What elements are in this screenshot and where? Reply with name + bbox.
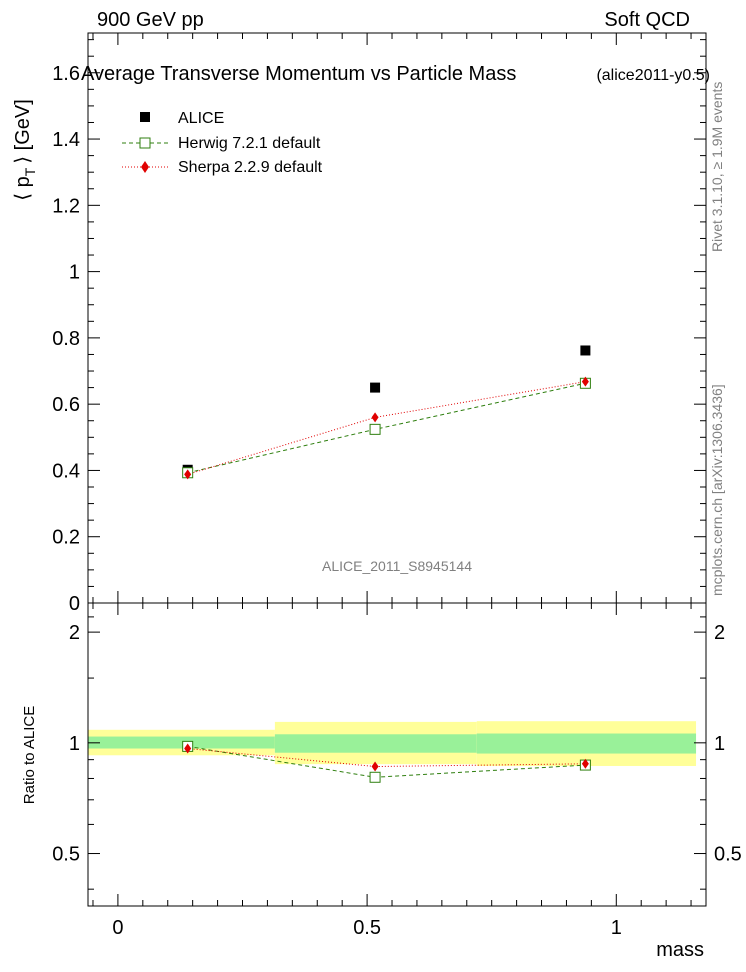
legend-marker-herwig — [139, 137, 151, 149]
ratio-point-s1-2 — [581, 758, 589, 769]
ratio-ytick-label-right: 1 — [714, 733, 725, 755]
ratio-point-s1-1 — [371, 761, 379, 772]
main-ylabel: ⟨ pT ⟩ [GeV] — [12, 99, 38, 201]
ratio-stat-band-0 — [88, 736, 275, 749]
main-ytick-label: 0.6 — [52, 394, 80, 416]
plot-title: Average Transverse Momentum vs Particle … — [81, 63, 516, 85]
rivet-prefix: Rivet 3.1.10, — [709, 173, 725, 252]
legend-marker-sherpa — [141, 161, 149, 173]
legend: ALICE Herwig 7.2.1 default Sherpa 2.2.9 … — [122, 110, 323, 176]
ylabel-rest: ⟩ [GeV] — [12, 99, 34, 164]
main-ytick-label: 1.6 — [52, 63, 80, 85]
ylabel-main: ⟨ p — [12, 176, 34, 200]
main-series-line-1 — [187, 382, 586, 474]
analysis-tag: (alice2011-y0.5) — [596, 67, 710, 84]
header-right: Soft QCD — [604, 9, 690, 31]
main-point-s2-1 — [371, 412, 379, 423]
main-series-line-2 — [187, 381, 586, 475]
ratio-xtick-label: 1 — [611, 917, 622, 939]
main-point-s2-0 — [184, 469, 192, 480]
legend-label-alice: ALICE — [178, 110, 224, 127]
svg-text:Rivet 3.1.10, ≥ 1.: Rivet 3.1.10, ≥ 1.9M events — [709, 82, 725, 252]
main-ytick-label: 0.2 — [52, 527, 80, 549]
main-ytick-label: 1.4 — [52, 129, 80, 151]
svg-text:⟨ pT⟩ [GeV]: ⟨ pT ⟩ [GeV] — [12, 99, 38, 201]
main-point-s2-2 — [581, 376, 589, 387]
main-ytick-label: 0 — [69, 593, 80, 615]
main-panel: 0 0.2 0.4 0.6 0.8 1 1.2 1.4 1.6 Average Transver… — [12, 32, 710, 615]
ratio-ylabel-wrap: Ratio to ALICE — [21, 706, 38, 804]
main-point-s1-1 — [369, 423, 381, 435]
ratio-frame — [87, 602, 707, 907]
header-left: 900 GeV pp — [97, 9, 204, 31]
main-ytick-label: 0.4 — [52, 460, 80, 482]
ratio-ytick-label: 1 — [69, 733, 80, 755]
ratio-panel: 0.5 0.5 1 1 2 2 0 0.5 1 Ratio to ALICE mass — [21, 602, 742, 961]
ratio-ylabel: Ratio to ALICE — [21, 706, 38, 804]
legend-label-sherpa: Sherpa 2.2.9 default — [178, 159, 323, 176]
legend-label-herwig: Herwig 7.2.1 default — [178, 135, 321, 152]
xlabel: mass — [656, 939, 704, 961]
main-ytick-label: 0.8 — [52, 328, 80, 350]
ylabel-sub: T — [22, 167, 38, 176]
ratio-point-s1-0 — [184, 743, 192, 754]
ratio-stat-band-2 — [476, 733, 697, 754]
main-ytick-label: 1 — [69, 262, 80, 284]
ratio-ytick-label-right: 0.5 — [714, 844, 742, 866]
ratio-stat-band-1 — [274, 734, 477, 753]
ratio-ytick-label: 0.5 — [52, 844, 80, 866]
ratio-xtick-label: 0.5 — [353, 917, 381, 939]
main-point-s0-2 — [580, 345, 591, 356]
rivet-geq: ≥ — [709, 162, 725, 170]
ratio-ytick-label-right: 2 — [714, 622, 725, 644]
ratio-ytick-label: 2 — [69, 622, 80, 644]
legend-marker-alice — [140, 112, 150, 122]
ratio-xtick-label: 0 — [112, 917, 123, 939]
main-ytick-label: 1.2 — [52, 195, 80, 217]
mcplots-label-wrap: mcplots.cern.ch [arXiv:1306.3436] — [709, 384, 725, 596]
rivet-label: Rivet 3.1.10, ≥ 1.9M events — [709, 82, 725, 252]
mcplots-label: mcplots.cern.ch [arXiv:1306.3436] — [709, 384, 725, 596]
rivet-suffix: 1.9M events — [709, 82, 725, 158]
ratio-point-s0-1 — [369, 771, 381, 783]
analysis-watermark: ALICE_2011_S8945144 — [322, 558, 472, 574]
main-point-s0-1 — [370, 382, 381, 393]
